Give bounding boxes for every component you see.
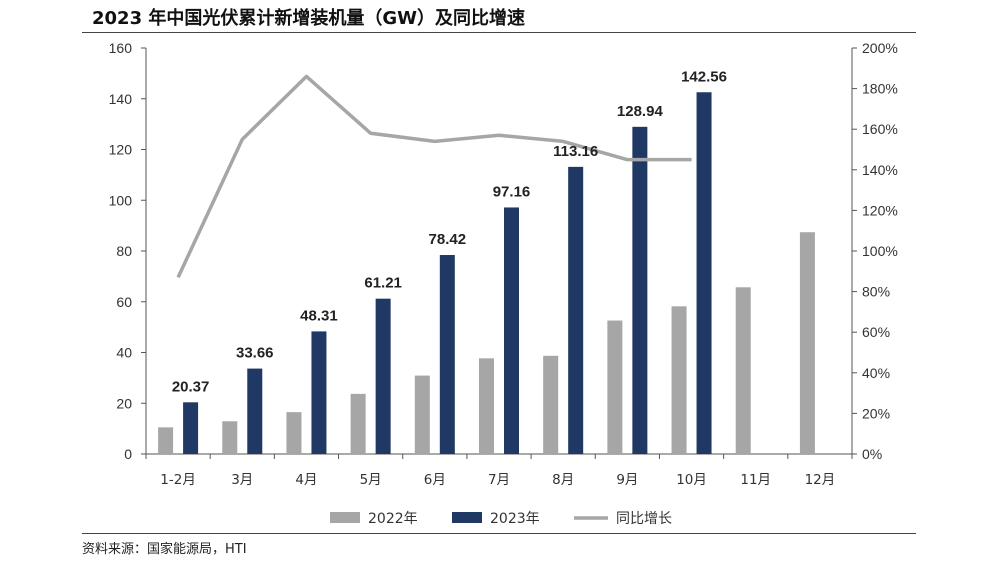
bar-2022 [735,287,751,454]
left-tick-label: 140 [109,91,133,107]
data-label-2023: 97.16 [493,183,531,200]
x-tick-label: 4月 [295,472,317,488]
left-tick-label: 100 [109,192,133,208]
title-divider [82,32,916,33]
left-tick-label: 60 [116,294,132,310]
x-tick-label: 7月 [488,472,510,488]
data-label-2023: 33.66 [236,345,274,362]
x-tick-label: 11月 [740,472,771,488]
left-tick-label: 20 [116,395,132,411]
bar-2022 [543,355,559,454]
axes: 0 20 40 60 80 100 120 140 160 0% 20% 40% 60% 80% 100% 1… [109,40,898,488]
legend-label-2023: 2023年 [490,511,540,527]
right-tick-label: 60% [862,324,890,340]
bar-2022 [222,421,238,454]
left-tick-label: 40 [116,345,132,361]
data-label-2023: 128.94 [617,103,664,120]
x-tick-label: 12月 [805,472,836,488]
right-tick-label: 40% [862,365,890,381]
bar-2023 [247,368,263,454]
right-tick-label: 0% [862,446,882,462]
legend-label-2022: 2022年 [368,511,418,527]
legend-swatch-2022 [330,512,360,523]
data-label-2023: 48.31 [300,307,338,324]
x-tick-label: 3月 [231,472,253,488]
data-label-2023: 20.37 [172,378,210,395]
source-note: 资料来源：国家能源局，HTI [82,542,247,557]
left-tick-label: 80 [116,243,132,259]
bar-2022 [286,412,302,454]
data-label-2023: 113.16 [553,143,598,160]
data-label-2023: 78.42 [429,231,467,248]
bar-2022 [350,393,366,454]
bar-2023 [183,402,199,454]
right-tick-label: 180% [862,81,898,97]
right-tick-label: 140% [862,162,898,178]
data-label-2023: 61.21 [364,275,402,292]
bar-2023 [632,126,648,454]
left-tick-label: 120 [109,142,133,158]
bar-2023 [375,298,391,454]
bar-2022 [479,358,494,454]
data-label-2023: 142.56 [681,68,727,85]
x-tick-label: 6月 [424,472,446,488]
legend-label-growth: 同比增长 [616,511,672,527]
bar-2023 [696,92,712,454]
x-tick-label: 9月 [616,472,638,488]
right-tick-label: 20% [862,405,890,421]
bar-2023 [311,331,327,454]
x-tick-label: 5月 [360,472,382,488]
right-tick-label: 120% [862,202,898,218]
legend: 2022年 2023年 同比增长 [330,511,672,527]
bar-2022 [607,320,623,454]
left-tick-label: 160 [109,40,133,56]
right-tick-label: 80% [862,284,890,300]
chart-title: 2023 年中国光伏累计新增装机量（GW）及同比增速 [92,8,525,29]
growth-line [176,74,692,279]
data-labels: 20.37 33.66 48.31 61.21 78.42 97.16 113.16 128.… [172,68,727,395]
x-tick-label: 8月 [552,472,574,488]
bar-2023 [439,255,455,454]
bar-2022 [671,306,687,454]
footer-divider [82,533,916,534]
right-tick-label: 100% [862,243,898,259]
right-tick-label: 160% [862,121,898,137]
legend-swatch-2023 [452,512,482,523]
bar-2023 [504,207,519,454]
x-tick-label: 1-2月 [160,472,196,488]
bar-2023 [568,166,584,454]
x-tick-label: 10月 [676,472,707,488]
bar-2022 [158,427,174,454]
bar-2022 [799,232,815,454]
bars [158,92,815,454]
bar-2022 [414,375,430,454]
left-tick-label: 0 [124,446,132,462]
right-tick-label: 200% [862,40,898,56]
